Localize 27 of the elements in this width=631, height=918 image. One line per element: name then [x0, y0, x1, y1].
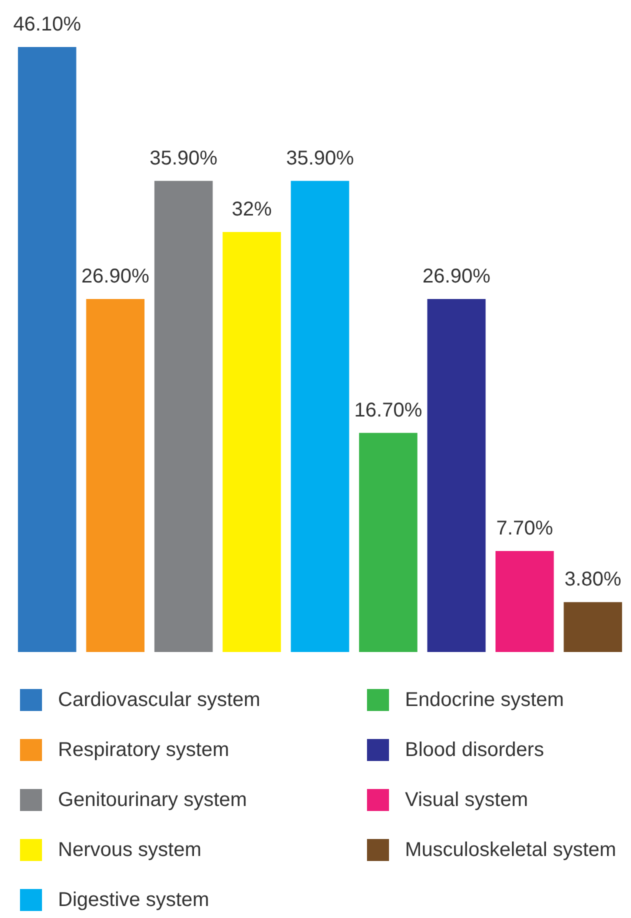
- bar: [18, 47, 76, 652]
- legend-label: Digestive system: [58, 888, 210, 912]
- legend-label: Respiratory system: [58, 738, 230, 762]
- data-label: 46.10%: [13, 14, 82, 36]
- legend-label: Musculoskeletal system: [405, 838, 616, 862]
- legend-label: Cardiovascular system: [58, 688, 260, 712]
- bar: [86, 298, 144, 652]
- data-label: 35.90%: [286, 147, 354, 170]
- legend-label: Visual system: [405, 788, 528, 812]
- legend-label: Blood disorders: [405, 738, 544, 762]
- data-label: 32%: [232, 198, 272, 221]
- legend-label: Endocrine system: [405, 688, 564, 712]
- legend-label: Nervous system: [58, 838, 202, 862]
- bar: [154, 180, 213, 652]
- data-label: 16.70%: [354, 399, 422, 422]
- bar: [290, 180, 350, 652]
- legend-label: Genitourinary system: [58, 788, 247, 812]
- data-label: 3.80%: [564, 568, 622, 591]
- bar: [222, 232, 281, 652]
- data-label: 26.90%: [81, 265, 150, 288]
- data-label: 7.70%: [496, 517, 554, 540]
- data-label: 35.90%: [150, 147, 218, 170]
- bar: [564, 602, 622, 652]
- bar: [496, 550, 554, 652]
- data-label: 26.90%: [422, 265, 491, 288]
- bar: [359, 432, 418, 652]
- bar: [427, 298, 486, 652]
